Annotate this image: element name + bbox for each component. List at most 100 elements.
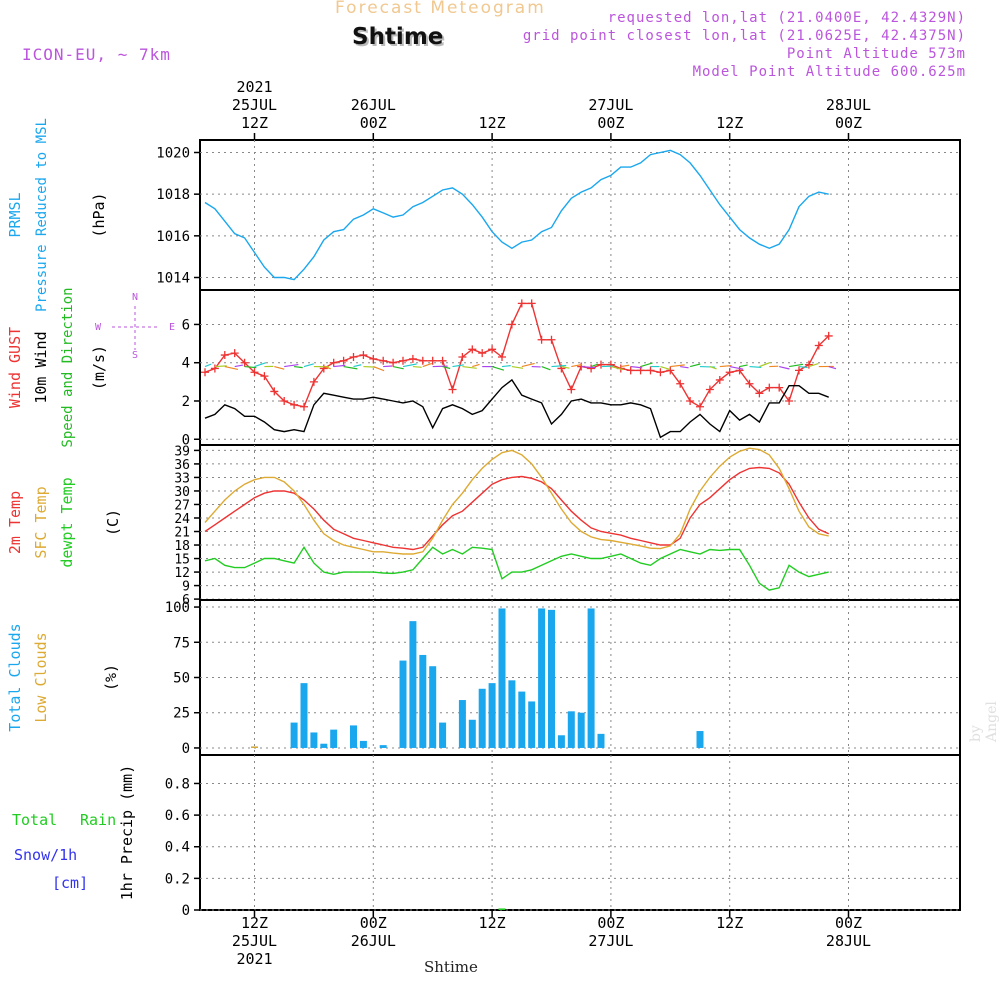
wind-arrow: [610, 365, 624, 371]
top-axis-label: 27JUL: [588, 96, 633, 114]
top-axis-label: 2021: [236, 78, 272, 96]
bar-precip: [498, 908, 506, 910]
panel-frame-precip: [199, 754, 961, 911]
gust-marker: [666, 366, 675, 375]
top-axis-label: 28JUL: [826, 96, 871, 114]
series-temp-1: [204, 447, 829, 555]
bottom-axis-label: 12Z: [479, 914, 506, 932]
bar-clouds: [518, 691, 526, 748]
bar-clouds: [439, 722, 447, 748]
gust-marker: [785, 396, 794, 405]
model-label: ICON-EU, ~ 7km: [22, 45, 171, 64]
x-axis-label: Shtime: [424, 958, 478, 976]
wind-arrow: [501, 365, 511, 368]
bottom-axis-label: 12Z: [716, 914, 743, 932]
gust-marker: [201, 368, 209, 377]
wind-arrow: [224, 365, 239, 371]
gust-marker: [319, 364, 328, 373]
gust-marker: [745, 379, 754, 388]
gust-marker: [755, 389, 764, 398]
gust-marker: [428, 356, 437, 365]
gust-marker: [369, 354, 378, 363]
gust-marker: [567, 385, 576, 394]
wind-arrow: [660, 365, 671, 371]
wind-arrow: [828, 365, 837, 370]
top-axis-label: 00Z: [835, 114, 862, 132]
bar-clouds: [468, 719, 476, 748]
gust-marker: [329, 358, 338, 367]
ytick-label-temp: 6: [182, 593, 190, 608]
wind-arrow: [739, 364, 748, 368]
ytick-label-temp: 9: [182, 580, 190, 595]
wind-arrow: [274, 365, 285, 370]
bar-clouds: [488, 683, 496, 748]
wind-arrow: [491, 365, 505, 371]
wind-arrow: [789, 363, 804, 368]
ytick-label-clouds: 0: [182, 741, 190, 757]
series-wind-0: [204, 302, 830, 408]
top-axis-label: 26JUL: [351, 96, 396, 114]
gust-marker: [210, 364, 219, 373]
gust-marker: [379, 356, 388, 365]
ytick-label-pressure: 1016: [156, 229, 190, 245]
gust-marker: [696, 402, 704, 411]
gust-marker: [478, 349, 487, 358]
model-altitude: Model Point Altitude 600.625m: [692, 64, 966, 80]
gust-marker: [646, 366, 655, 375]
gust-marker: [389, 358, 398, 367]
bar-clouds: [508, 680, 516, 748]
gust-marker: [359, 351, 368, 360]
wind-arrow: [333, 364, 346, 368]
compass-s: S: [132, 350, 138, 361]
gust-marker: [280, 396, 289, 405]
bar-clouds: [409, 621, 417, 748]
wind-arrow: [541, 365, 551, 371]
gust-marker: [656, 368, 665, 377]
gust-marker: [488, 345, 497, 354]
wind-arrow: [412, 365, 422, 368]
bottom-axis-label: 25JUL: [232, 932, 277, 950]
wind-arrow: [392, 365, 404, 370]
gust-marker: [676, 379, 685, 388]
wind-arrow: [511, 365, 524, 369]
gust-marker: [290, 400, 299, 409]
top-axis-label: 12Z: [241, 114, 268, 132]
wind-arrow: [590, 363, 598, 368]
wind-arrow: [689, 363, 701, 368]
compass-w: W: [95, 322, 102, 333]
wind-arrow: [204, 363, 212, 368]
panel-frame-wind: [199, 289, 961, 446]
wind-arrow: [442, 365, 451, 370]
wind-arrow: [640, 362, 653, 368]
ytick-label-temp: 15: [174, 553, 190, 568]
wind-arrow: [719, 365, 732, 368]
compass-n: N: [132, 292, 138, 303]
top-axis-label: 00Z: [597, 114, 624, 132]
bar-clouds: [548, 609, 555, 748]
bar-clouds: [557, 735, 565, 748]
gust-marker: [587, 364, 596, 373]
gust-marker: [339, 356, 348, 365]
series-temp-0: [204, 466, 829, 551]
wind-arrow: [373, 365, 385, 372]
ylabel-temp: dewpt Temp: [58, 477, 76, 567]
ytick-label-pressure: 1020: [156, 146, 190, 162]
wind-arrow: [254, 362, 267, 368]
ytick-label-clouds: 75: [173, 635, 190, 651]
gust-marker: [527, 299, 536, 308]
top-axis-label: 12Z: [479, 114, 506, 132]
wind-arrow: [759, 361, 771, 368]
wind-arrow: [779, 365, 790, 370]
bar-clouds: [478, 688, 486, 748]
bar-clouds: [300, 683, 308, 748]
gust-marker: [795, 366, 803, 375]
gust-marker: [517, 299, 526, 308]
wind-arrow: [234, 364, 244, 368]
ytick-label-temp: 36: [174, 458, 190, 473]
wind-arrow: [422, 362, 433, 368]
wind-arrow: [749, 365, 762, 368]
gust-marker: [606, 360, 615, 369]
gust-marker: [735, 366, 744, 375]
gust-marker: [270, 387, 279, 396]
bar-clouds: [290, 722, 298, 748]
